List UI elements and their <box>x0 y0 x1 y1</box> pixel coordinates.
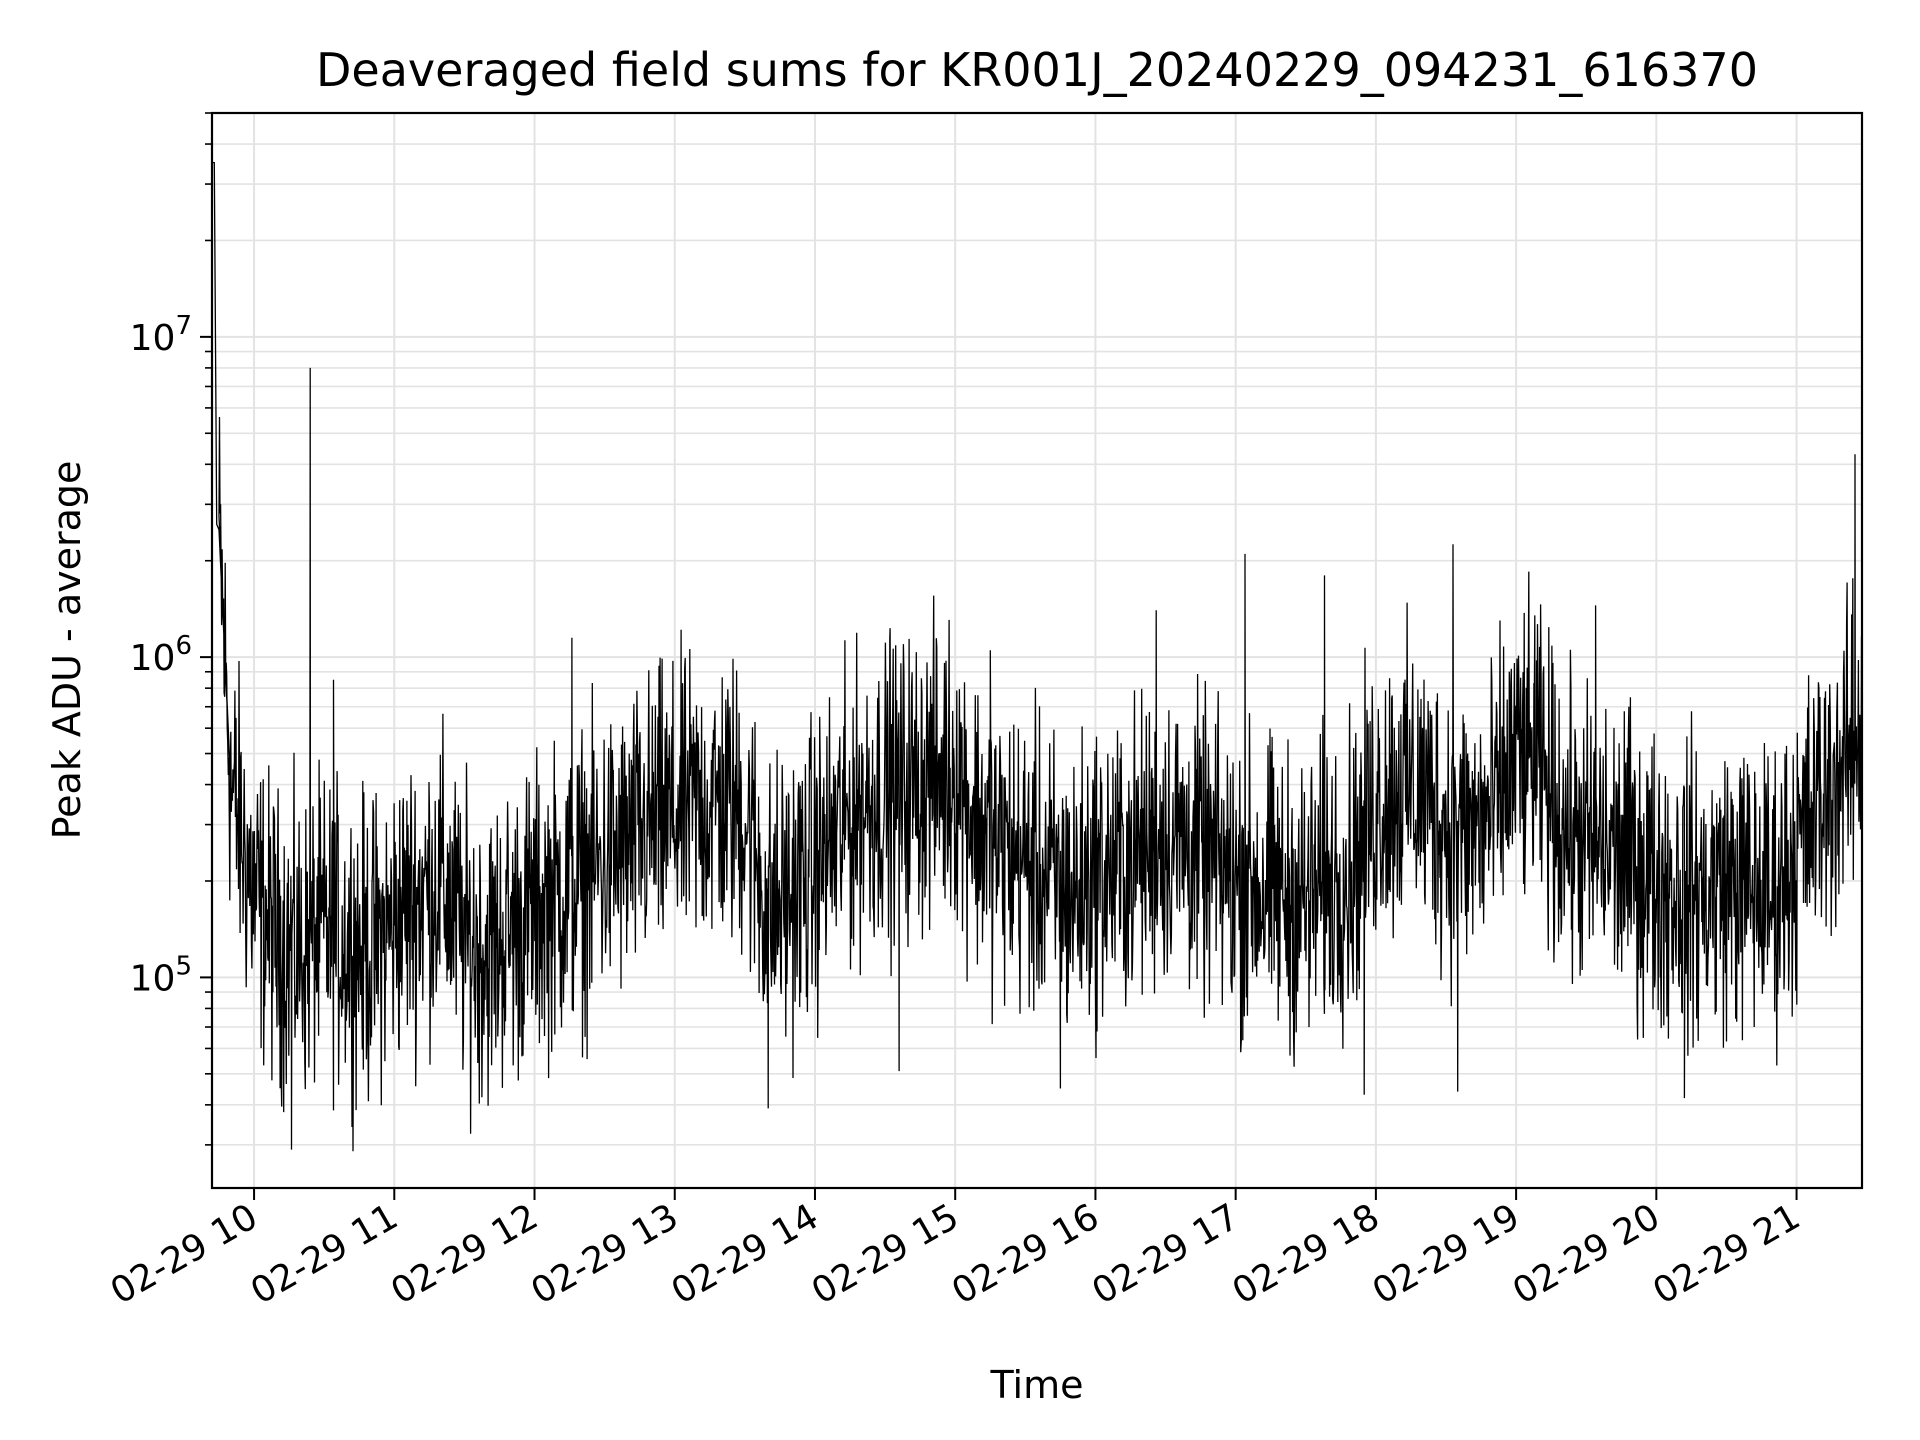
y-tick-exponent: 7 <box>175 311 192 341</box>
chart-title: Deaveraged field sums for KR001J_2024022… <box>316 43 1758 97</box>
plot-frame <box>210 111 1864 1190</box>
y-tick-exponent: 6 <box>175 631 192 661</box>
y-tick-label: 105 <box>130 951 192 999</box>
x-axis-label: Time <box>990 1363 1084 1407</box>
y-tick-base: 10 <box>130 638 176 679</box>
y-axis-label: Peak ADU - average <box>45 461 89 840</box>
y-tick-label: 107 <box>130 311 192 359</box>
y-tick-label: 106 <box>130 631 192 679</box>
series-layer <box>212 161 1863 1152</box>
y-tick-exponent: 5 <box>175 951 192 981</box>
y-tick-base: 10 <box>130 318 176 359</box>
y-tick-base: 10 <box>130 958 176 999</box>
series-line <box>212 161 1863 1152</box>
